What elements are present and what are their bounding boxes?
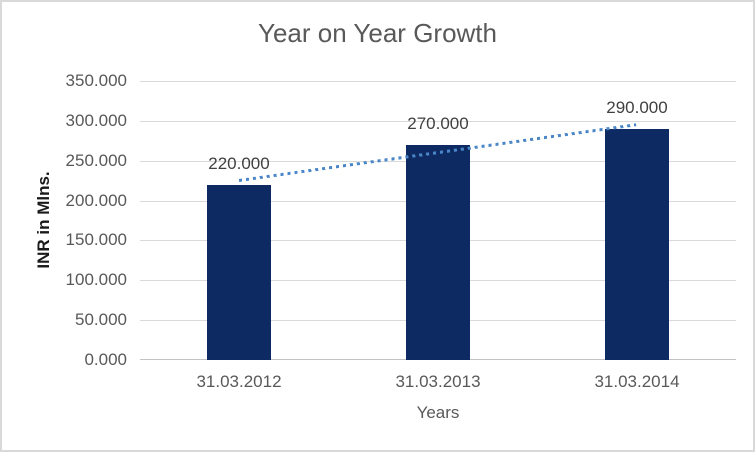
y-tick-label: 50.000 [75, 310, 127, 329]
bar [605, 129, 669, 360]
bar [207, 185, 271, 360]
y-tick-label: 300.000 [65, 111, 127, 130]
y-tick-label: 250.000 [65, 151, 127, 170]
gridline [140, 121, 736, 122]
x-tick-label: 31.03.2012 [196, 372, 282, 391]
bar-data-label: 220.000 [208, 154, 270, 173]
y-tick-label: 350.000 [65, 71, 127, 90]
plot-area: 220.000 270.000 290.000 [140, 81, 736, 360]
x-tick-label: 31.03.2013 [395, 372, 481, 391]
bar [406, 145, 470, 360]
x-axis-title: Years [416, 403, 460, 422]
bar-data-label: 270.000 [407, 114, 469, 133]
gridline [140, 81, 736, 82]
y-tick-label: 200.000 [65, 191, 127, 210]
bar-data-label: 290.000 [606, 98, 668, 117]
chart-title: Year on Year Growth [258, 18, 497, 48]
y-axis-title: INR in Mlns. [34, 171, 53, 269]
y-tick-label: 0.000 [84, 350, 127, 369]
y-tick-label: 150.000 [65, 230, 127, 249]
x-tick-label: 31.03.2014 [594, 372, 680, 391]
y-tick-label: 100.000 [65, 270, 127, 289]
